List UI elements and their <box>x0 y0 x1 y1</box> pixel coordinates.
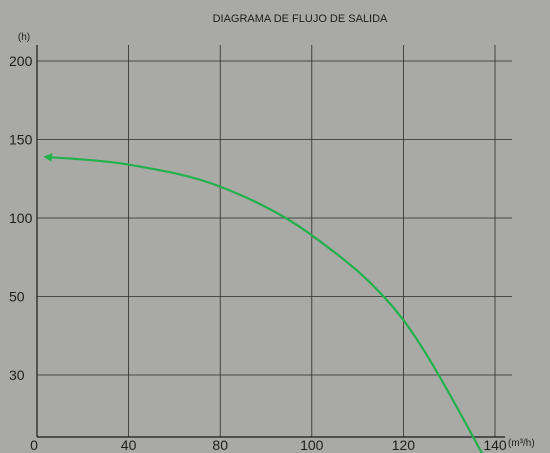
x-tick-label: 40 <box>121 437 137 453</box>
chart-title: DIAGRAMA DE FLUJO DE SALIDA <box>213 13 388 25</box>
x-tick-label: 80 <box>212 437 228 453</box>
x-tick-label: 100 <box>300 437 324 453</box>
y-tick-label: 30 <box>9 367 25 383</box>
y-tick-label: 50 <box>9 289 25 305</box>
y-tick-label: 100 <box>9 210 33 226</box>
y-tick-label: 150 <box>9 132 33 148</box>
x-tick-label: 0 <box>30 437 38 453</box>
y-axis-label: (h) <box>18 32 30 43</box>
x-tick-label: 120 <box>392 437 416 453</box>
series-line <box>43 153 494 453</box>
x-axis-label: (m³/h) <box>508 438 535 449</box>
x-tick-label: 140 <box>483 437 507 453</box>
y-tick-label: 200 <box>9 53 33 69</box>
